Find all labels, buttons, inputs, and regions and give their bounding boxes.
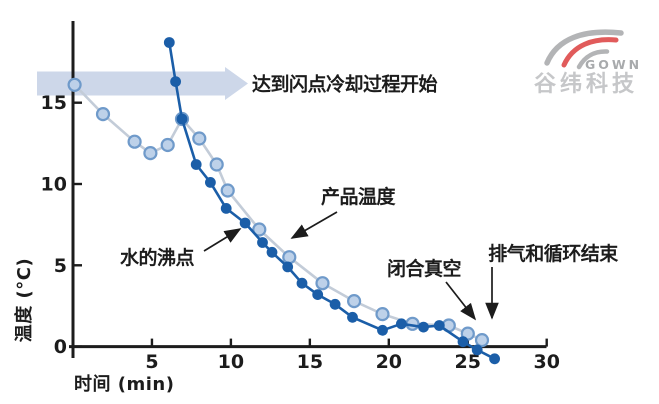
data-point-product-temperature <box>489 353 500 365</box>
data-point-water-boiling-point <box>209 157 224 172</box>
data-point-water-boiling-point <box>67 77 82 92</box>
data-point-product-temperature <box>205 177 216 188</box>
annotation-label-close-vacuum: 闭合真空 <box>387 257 461 280</box>
series-layer <box>67 37 500 365</box>
logo-swoosh-outer-icon <box>544 29 624 66</box>
data-point-product-temperature <box>457 336 469 348</box>
data-point-product-temperature <box>163 37 175 48</box>
data-point-product-temperature <box>329 298 341 310</box>
data-point-product-temperature <box>239 217 251 229</box>
x-tick-label-15: 15 <box>297 351 323 373</box>
data-point-product-temperature <box>266 246 278 258</box>
data-point-product-temperature <box>176 113 188 125</box>
logo-swoosh-inner-icon <box>576 49 610 70</box>
logo-company-text: 谷纬科技 <box>534 71 638 97</box>
flashpoint-band-arrow <box>37 67 248 100</box>
data-point-water-boiling-point <box>160 137 175 153</box>
y-tick-label-10: 10 <box>41 174 67 196</box>
annotation-label-water-boiling-point: 水的沸点 <box>120 246 195 269</box>
logo-swoosh-red-icon <box>561 37 619 68</box>
data-point-water-boiling-point <box>474 333 490 348</box>
data-point-product-temperature <box>418 321 429 333</box>
data-point-product-temperature <box>377 324 388 336</box>
data-point-product-temperature <box>190 159 202 170</box>
data-point-water-boiling-point <box>347 294 362 309</box>
data-point-product-temperature <box>396 318 407 330</box>
data-point-water-boiling-point <box>220 183 235 198</box>
annotation-arrow-product-temperature <box>290 211 338 239</box>
data-point-water-boiling-point <box>143 146 158 161</box>
annotation-label-vent-and-cycle-end: 排气和循环结束 <box>488 242 619 265</box>
y-tick-label-0: 0 <box>54 336 67 358</box>
data-point-product-temperature <box>471 344 483 356</box>
annotation-flashpoint-label: 达到闪点冷却过程开始 <box>252 73 438 96</box>
x-tick-label-10: 10 <box>218 351 244 373</box>
series-line-water-boiling-point <box>73 83 483 342</box>
data-point-product-temperature <box>347 311 358 323</box>
x-axis-title: 时间 (min) <box>74 374 174 395</box>
data-point-product-temperature <box>282 261 294 273</box>
data-point-water-boiling-point <box>375 307 390 322</box>
data-point-product-temperature <box>312 289 324 300</box>
data-point-water-boiling-point <box>282 250 297 265</box>
brand-logo: GOWN 谷纬科技 <box>534 29 642 97</box>
y-axis-title: 温度 (°C) <box>13 258 35 342</box>
data-point-product-temperature <box>296 277 308 289</box>
annotation-label-product-temperature: 产品温度 <box>321 185 397 208</box>
data-point-product-temperature <box>170 76 182 87</box>
data-point-water-boiling-point <box>192 131 207 146</box>
x-tick-label-20: 20 <box>376 351 402 373</box>
x-tick-label-25: 25 <box>455 351 481 373</box>
data-point-water-boiling-point <box>95 106 111 122</box>
y-tick-label-5: 5 <box>54 255 67 277</box>
data-point-water-boiling-point <box>315 276 330 291</box>
data-point-water-boiling-point <box>127 134 142 149</box>
annotation-arrow-water-boiling-point <box>203 228 242 252</box>
data-point-product-temperature <box>220 203 232 214</box>
x-tick-label-30: 30 <box>533 351 559 373</box>
logo-brand-text: GOWN <box>585 57 642 72</box>
flashpoint-band-layer: 达到闪点冷却过程开始 <box>37 67 438 100</box>
axes-layer: 5 10 15 20 25 30 0 5 10 15 时间 (min) 温度 (°C) <box>13 21 560 395</box>
y-tick-label-15: 15 <box>41 92 67 114</box>
data-point-product-temperature <box>257 237 268 248</box>
x-tick-label-5: 5 <box>145 351 158 373</box>
annotation-arrow-close-vacuum <box>445 281 477 321</box>
data-point-water-boiling-point <box>252 222 267 237</box>
data-point-product-temperature <box>433 320 445 331</box>
